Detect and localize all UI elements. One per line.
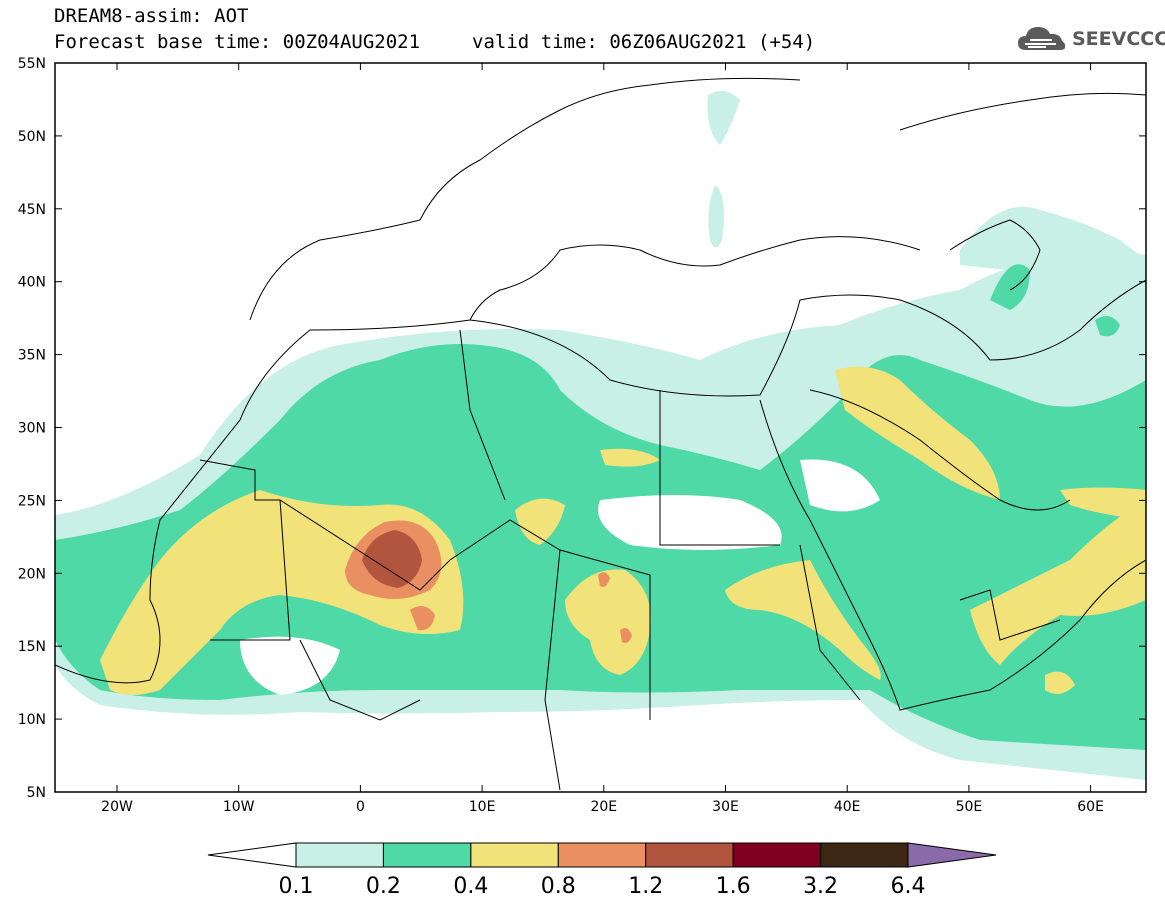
colorbar-box <box>470 842 559 868</box>
lat-label: 15N <box>18 639 46 655</box>
colorbar-lower-arrow <box>207 842 297 868</box>
lon-label: 40E <box>834 799 861 815</box>
seevccc-logo: SEEVCCC <box>1016 22 1165 58</box>
lat-label: 55N <box>18 56 46 72</box>
cloud-icon <box>1018 27 1066 50</box>
lon-label: 30E <box>712 799 739 815</box>
colorbar-box <box>732 842 822 868</box>
map-title: DREAM8-assim: AOT <box>54 5 249 27</box>
lon-label: 10W <box>223 799 255 815</box>
colorbar-label: 0.2 <box>366 874 401 899</box>
aot-band-0.4 <box>100 366 1146 695</box>
colorbar-label: 0.8 <box>541 874 576 899</box>
lon-label: 60E <box>1077 799 1104 815</box>
aot-field <box>55 77 1146 791</box>
colorbar-label: 1.2 <box>628 874 663 899</box>
colorbar-box <box>382 842 472 868</box>
lon-label: 10E <box>469 799 496 815</box>
colorbar-box <box>645 842 734 868</box>
colorbar-label: 0.1 <box>279 874 314 899</box>
coastlines <box>55 77 1146 791</box>
colorbar-box <box>295 842 384 868</box>
colorbar-label: 3.2 <box>803 874 838 899</box>
lon-label: 20W <box>101 799 133 815</box>
lat-label: 50N <box>18 129 46 145</box>
longitude-axis: 20W 10W 0 10E 20E 30E 40E 50E 60E <box>101 63 1104 815</box>
latitude-axis: 55N 50N 45N 40N 35N 30N 25N 20N 15N 10N 5N <box>18 56 1146 801</box>
aot-band-1.2 <box>362 530 422 588</box>
colorbar-label: 1.6 <box>716 874 751 899</box>
lon-label: 0 <box>356 799 365 815</box>
colorbar-box <box>557 842 647 868</box>
lon-label: 50E <box>956 799 983 815</box>
aot-low-regions <box>240 459 880 695</box>
lat-label: 10N <box>18 712 46 728</box>
lat-label: 30N <box>18 421 46 437</box>
lat-label: 35N <box>18 348 46 364</box>
logo-text: SEEVCCC <box>1072 28 1165 50</box>
lat-label: 40N <box>18 275 46 291</box>
lat-label: 5N <box>27 785 46 801</box>
lat-label: 20N <box>18 566 46 582</box>
colorbar: 0.1 0.2 0.4 0.8 1.2 1.6 3.2 6.4 <box>207 842 997 899</box>
forecast-time-line: Forecast base time: 00Z04AUG2021 valid ti… <box>54 32 815 52</box>
lat-label: 45N <box>18 202 46 218</box>
colorbar-label: 0.4 <box>453 874 488 899</box>
forecast-base-time: Forecast base time: 00Z04AUG2021 <box>54 31 421 53</box>
colorbar-box <box>820 842 909 868</box>
lon-label: 20E <box>590 799 617 815</box>
valid-time: valid time: 06Z06AUG2021 (+54) <box>472 31 816 53</box>
lat-label: 25N <box>18 493 46 509</box>
colorbar-upper-arrow <box>907 842 997 868</box>
colorbar-label: 6.4 <box>891 874 926 899</box>
